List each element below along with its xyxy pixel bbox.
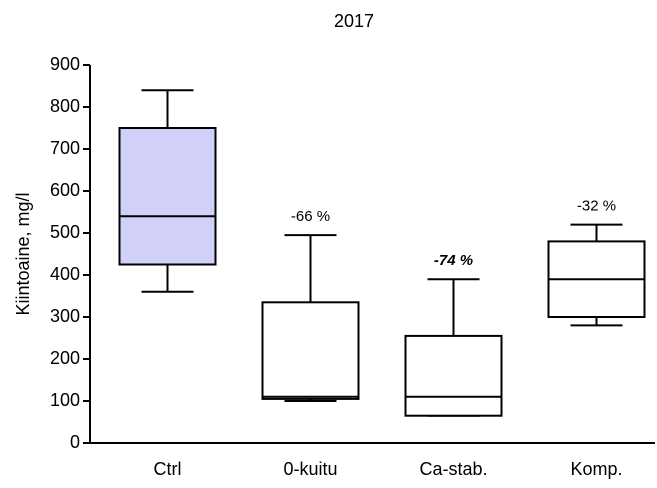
x-tick-label: Komp. (570, 459, 622, 479)
y-tick-label: 600 (50, 180, 80, 200)
x-tick-label: 0-kuitu (283, 459, 337, 479)
x-tick-label: Ctrl (154, 459, 182, 479)
y-tick-label: 900 (50, 54, 80, 74)
y-tick-label: 100 (50, 390, 80, 410)
y-axis-title: Kiintoaine, mg/l (13, 192, 33, 315)
y-tick-label: 800 (50, 96, 80, 116)
annotation: -32 % (577, 198, 616, 215)
y-tick-label: 200 (50, 348, 80, 368)
y-tick-label: 0 (70, 432, 80, 452)
box (118, 127, 217, 266)
y-tick-label: 300 (50, 306, 80, 326)
annotation: -74 % (434, 252, 473, 269)
box (404, 334, 503, 417)
y-tick-label: 500 (50, 222, 80, 242)
y-tick-label: 400 (50, 264, 80, 284)
chart-title: 2017 (334, 11, 374, 31)
y-tick-label: 700 (50, 138, 80, 158)
annotation: -66 % (291, 208, 330, 225)
x-tick-label: Ca-stab. (419, 459, 487, 479)
box (261, 301, 360, 400)
